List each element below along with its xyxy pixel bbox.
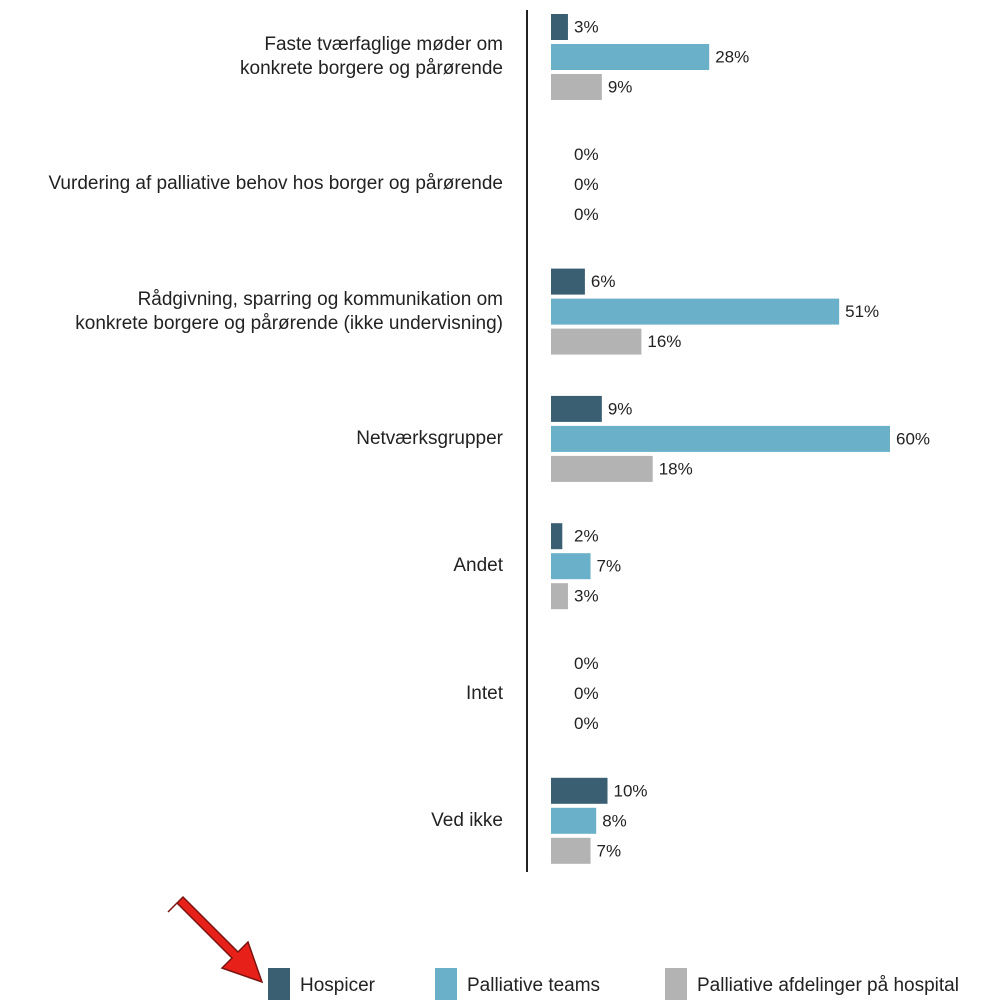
value-label: 0% xyxy=(574,654,599,673)
value-label: 0% xyxy=(574,145,599,164)
value-label: 3% xyxy=(574,587,599,606)
legend-swatch xyxy=(268,968,290,1000)
bar xyxy=(551,425,890,452)
value-label: 2% xyxy=(574,527,599,546)
legend-swatch xyxy=(665,968,687,1000)
value-label: 7% xyxy=(597,841,622,860)
bar xyxy=(551,268,585,295)
value-label: 0% xyxy=(574,714,599,733)
bar xyxy=(551,14,568,40)
legend-label: Palliative teams xyxy=(467,975,600,996)
category-label: Faste tværfaglige møder om konkrete borg… xyxy=(240,34,503,79)
bar xyxy=(551,837,591,864)
value-label: 18% xyxy=(659,459,693,478)
category-label: Netværksgrupper xyxy=(356,427,503,449)
category-label: Andet xyxy=(453,555,503,577)
category-label: Ved ikke xyxy=(431,809,503,831)
legend-swatch xyxy=(435,968,457,1000)
value-label: 0% xyxy=(574,205,599,224)
value-label: 8% xyxy=(602,811,627,830)
bar xyxy=(551,807,597,834)
bar xyxy=(551,777,608,804)
category-label: Intet xyxy=(466,682,503,704)
legend-label: Hospicer xyxy=(300,975,376,996)
bar xyxy=(551,553,591,580)
bar xyxy=(551,74,602,100)
bar xyxy=(551,44,710,70)
legend-label: Palliative afdelinger på hospital xyxy=(697,975,959,996)
value-label: 16% xyxy=(647,332,681,351)
category-label: Rådgivning, sparring og kommunikation om… xyxy=(75,288,503,334)
bar xyxy=(551,455,653,482)
value-label: 6% xyxy=(591,272,616,291)
value-label: 9% xyxy=(608,77,633,96)
value-label: 28% xyxy=(715,47,749,66)
value-label: 0% xyxy=(574,684,599,703)
value-label: 10% xyxy=(614,781,648,800)
value-label: 0% xyxy=(574,175,599,194)
bar xyxy=(551,523,563,550)
value-label: 9% xyxy=(608,399,633,418)
value-label: 60% xyxy=(896,429,930,448)
bar xyxy=(551,328,642,355)
bar xyxy=(551,395,602,422)
bar xyxy=(551,298,840,325)
value-label: 7% xyxy=(597,557,622,576)
bar xyxy=(551,583,568,610)
value-label: 51% xyxy=(845,302,879,321)
category-label: Vurdering af palliative behov hos borger… xyxy=(48,173,503,195)
annotation-arrow xyxy=(167,895,264,984)
value-label: 3% xyxy=(574,17,599,36)
